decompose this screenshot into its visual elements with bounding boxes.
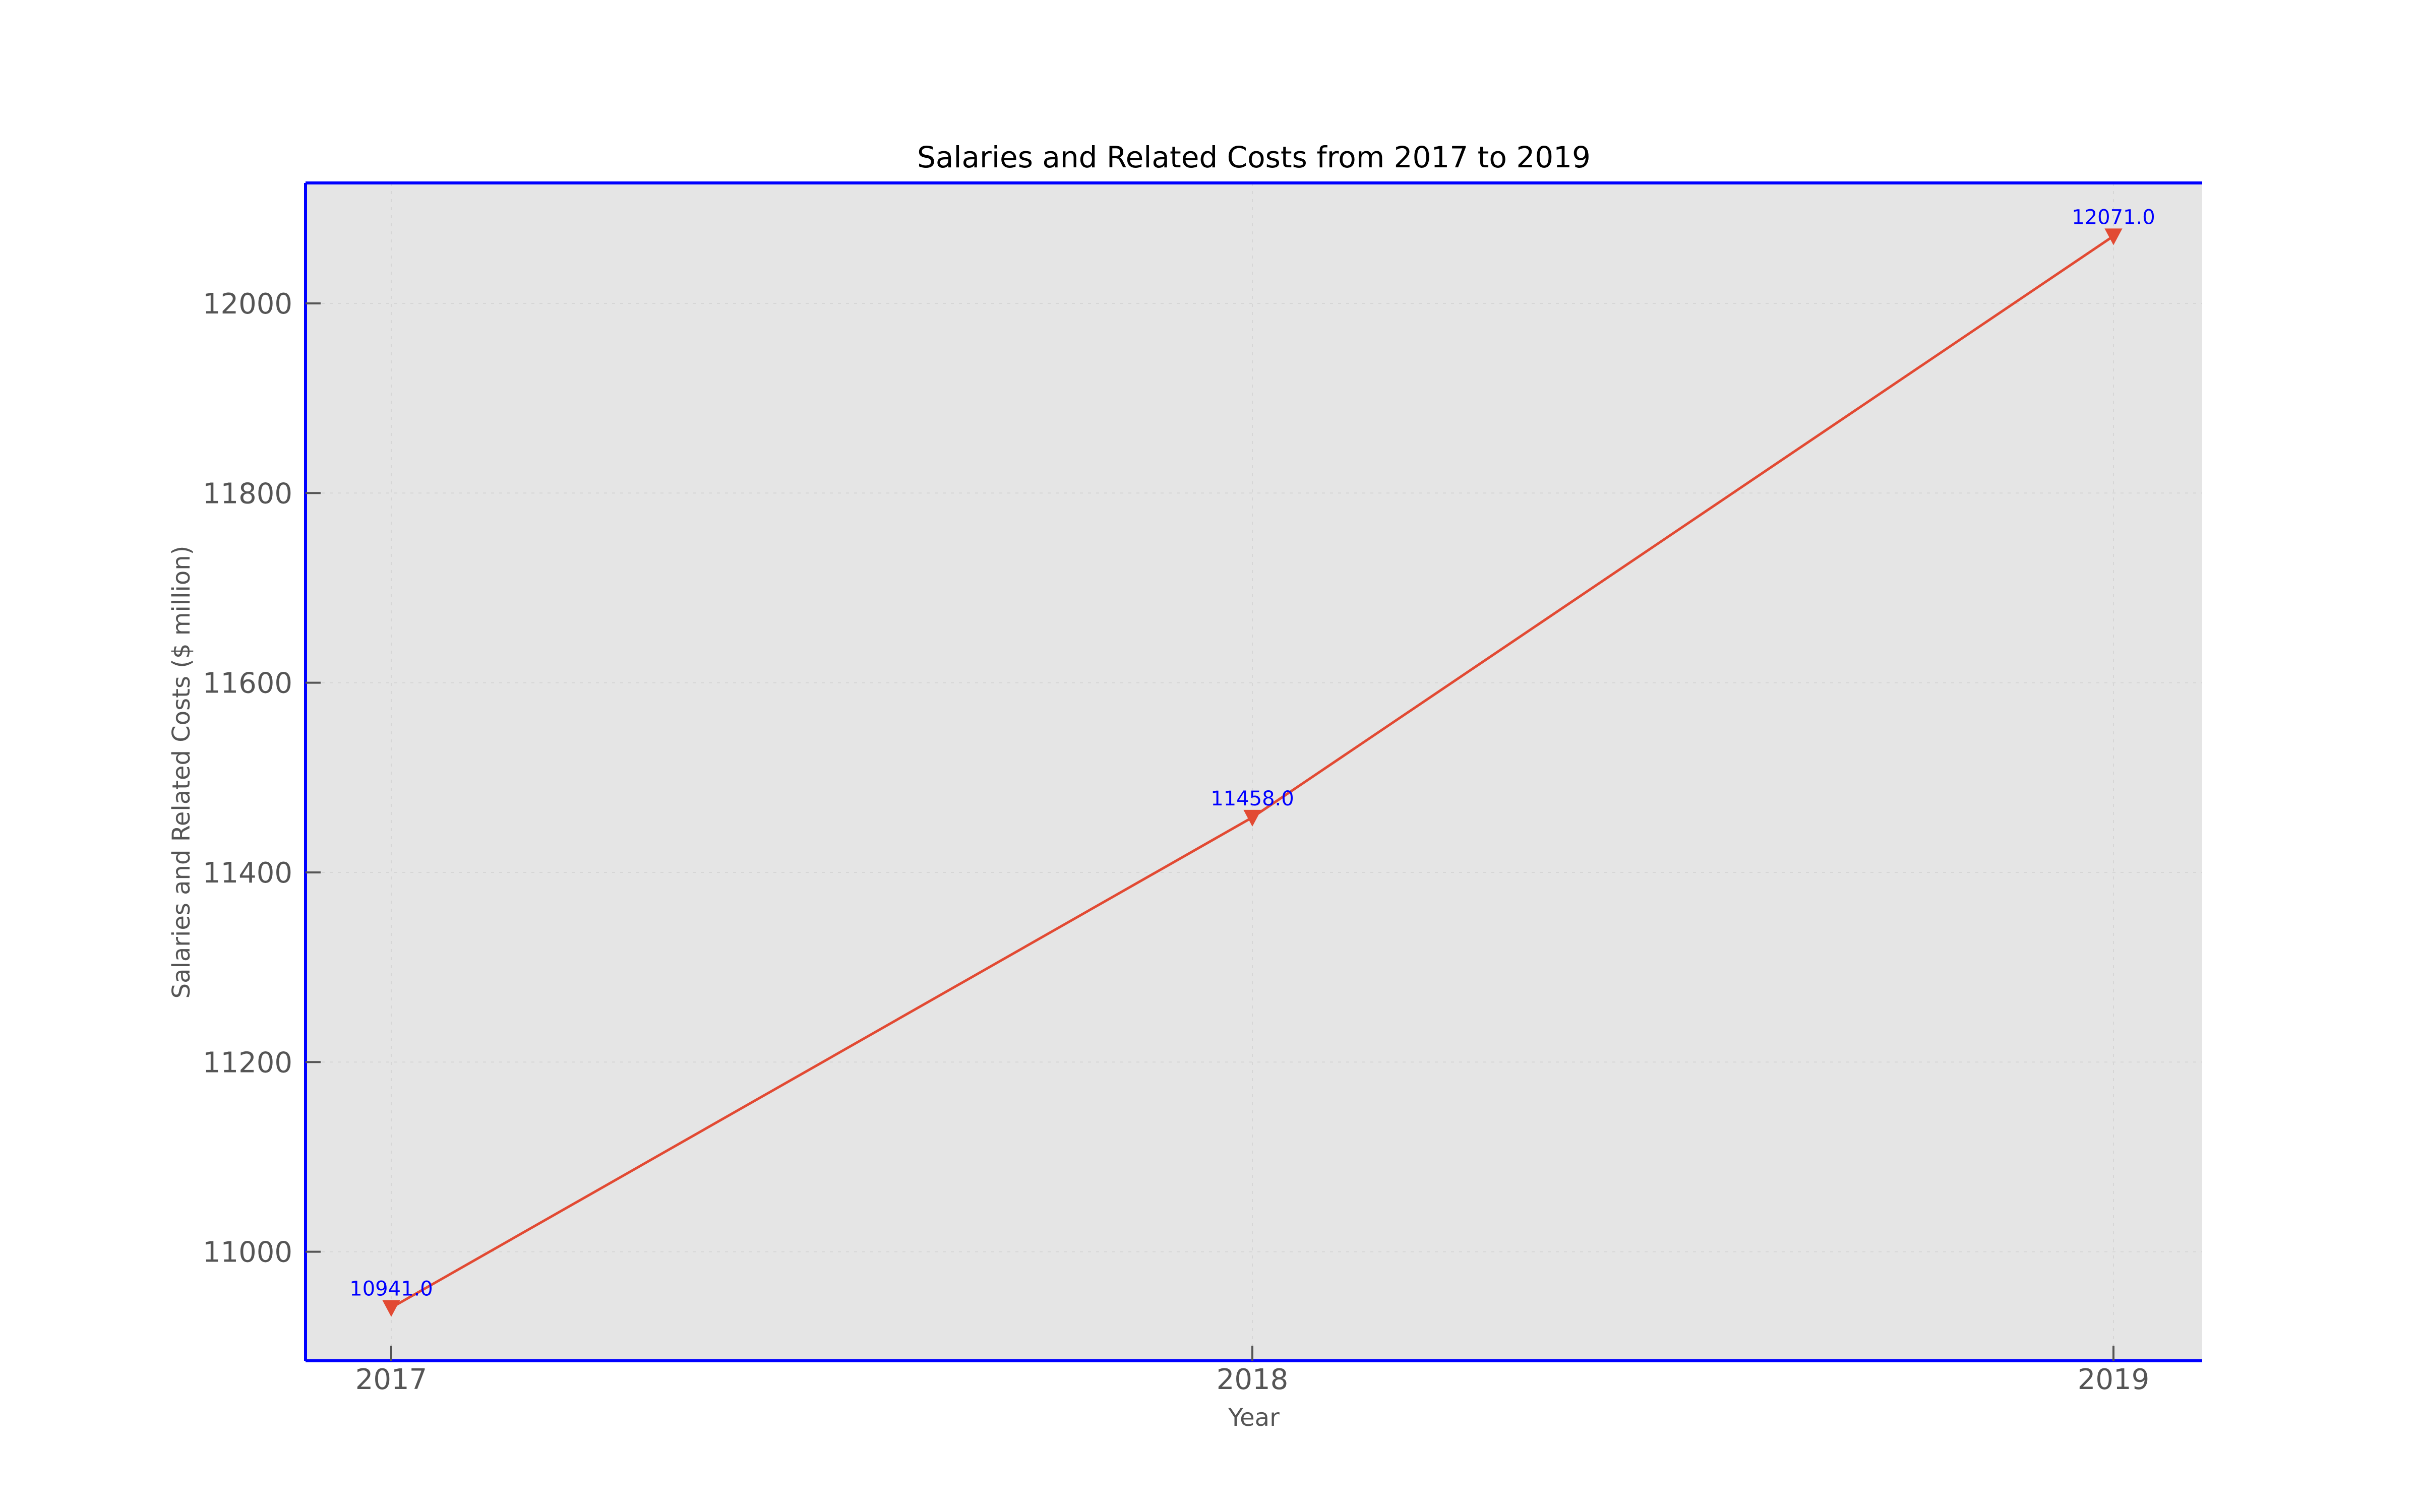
x-axis-label: Year bbox=[1228, 1404, 1280, 1432]
data-label: 12071.0 bbox=[2072, 206, 2155, 229]
data-labels-layer: 10941.0 11458.0 12071.0 bbox=[349, 206, 2155, 1300]
y-tick-label: 11200 bbox=[203, 1046, 292, 1079]
x-tick-label: 2017 bbox=[355, 1363, 428, 1396]
chart-title: Salaries and Related Costs from 2017 to … bbox=[917, 140, 1591, 174]
y-tick-label: 11600 bbox=[203, 667, 292, 700]
data-point bbox=[382, 1300, 400, 1317]
y-axis-ticks: 11000 11200 11400 11600 11800 12000 bbox=[203, 288, 321, 1269]
y-tick-label: 11000 bbox=[203, 1236, 292, 1269]
series-layer bbox=[382, 228, 2123, 1317]
data-point bbox=[1243, 809, 1261, 827]
x-tick-label: 2018 bbox=[1217, 1363, 1289, 1396]
data-label: 11458.0 bbox=[1211, 787, 1294, 810]
y-tick-label: 11800 bbox=[203, 477, 292, 510]
plot-area bbox=[306, 183, 2202, 1361]
grid-lines bbox=[306, 183, 2202, 1361]
y-tick-label: 12000 bbox=[203, 288, 292, 321]
data-label: 10941.0 bbox=[349, 1278, 433, 1301]
data-point bbox=[2104, 228, 2123, 245]
y-tick-label: 11400 bbox=[203, 857, 292, 890]
x-axis-ticks: 2017 2018 2019 bbox=[355, 1346, 2150, 1396]
axes bbox=[304, 181, 2202, 1362]
y-axis-label: Salaries and Related Costs ($ million) bbox=[167, 546, 196, 999]
x-tick-label: 2019 bbox=[2078, 1363, 2150, 1396]
